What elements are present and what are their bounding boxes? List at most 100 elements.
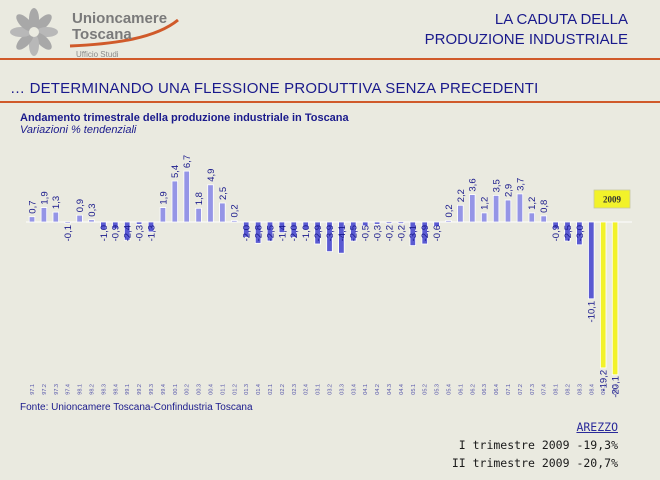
category-label-05.3: 05.3 xyxy=(435,384,441,395)
value-label-04.1: -0,5 xyxy=(361,225,372,241)
category-label-00.1: 00.1 xyxy=(173,384,179,395)
category-label-97.1: 97.1 xyxy=(30,384,36,395)
bar-01.1 xyxy=(219,202,226,223)
category-label-00.2: 00.2 xyxy=(185,384,191,395)
bar-03.2 xyxy=(326,221,333,253)
value-label-04.4: -0,2 xyxy=(396,225,407,241)
value-label-08.1: -0,9 xyxy=(551,225,562,241)
category-label-05.1: 05.1 xyxy=(411,384,417,395)
bar-98.1 xyxy=(76,214,83,223)
value-label-98.2: 0,3 xyxy=(87,203,98,216)
value-label-07.1: 2,9 xyxy=(503,184,514,197)
category-label-01.2: 01.2 xyxy=(232,384,238,395)
bar-05.1 xyxy=(409,221,416,247)
bar-06.4 xyxy=(492,195,500,223)
category-label-04.3: 04.3 xyxy=(387,384,393,395)
category-label-03.3: 03.3 xyxy=(339,384,345,395)
bar-00.2 xyxy=(183,170,190,223)
bar-99.3 xyxy=(147,221,155,233)
value-label-08.3: -3,0 xyxy=(575,225,586,241)
value-label-98.1: 0,9 xyxy=(75,199,86,212)
category-label-98.1: 98.1 xyxy=(78,384,84,395)
swoosh-logo-icon xyxy=(69,18,179,48)
value-label-05.3: -0,6 xyxy=(432,225,443,241)
category-label-99.2: 99.2 xyxy=(137,384,143,395)
category-label-02.2: 02.2 xyxy=(280,384,286,395)
arezzo-notes: AREZZO I trimestre 2009 -19,3% II trimes… xyxy=(452,418,618,472)
category-label-02.4: 02.4 xyxy=(304,384,310,395)
value-label-00.1: 5,4 xyxy=(170,165,181,178)
value-label-02.4: -1,0 xyxy=(301,225,312,241)
category-label-02.3: 02.3 xyxy=(292,384,298,395)
bar-05.3 xyxy=(433,221,440,227)
bar-01.3 xyxy=(242,221,250,238)
bar-03.4 xyxy=(350,221,357,242)
bar-04.4 xyxy=(397,221,405,224)
bar-02.2 xyxy=(278,221,286,234)
category-label-01.4: 01.4 xyxy=(256,384,262,395)
category-label-98.4: 98.4 xyxy=(113,384,119,395)
bar-03.3 xyxy=(338,221,345,254)
value-label-06.3: 1,2 xyxy=(480,197,491,210)
value-label-08.4: -10,1 xyxy=(587,301,598,323)
bar-05.2 xyxy=(421,221,428,245)
bar-05.4 xyxy=(445,220,452,223)
value-label-98.4: -0,9 xyxy=(111,225,122,241)
category-label-99.4: 99.4 xyxy=(161,384,167,395)
year-highlight-label: 2009 xyxy=(603,195,622,205)
bar-99.4 xyxy=(159,207,167,223)
value-label-01.4: -2,8 xyxy=(254,225,265,241)
bar-07.3 xyxy=(528,212,535,223)
bar-06.1 xyxy=(457,204,464,223)
bar-06.2 xyxy=(469,194,476,223)
bar-03.1 xyxy=(314,221,321,245)
value-label-07.3: 1,2 xyxy=(527,197,538,210)
page-subtitle: … DETERMINANDO UNA FLESSIONE PRODUTTIVA … xyxy=(10,80,539,97)
title-line1: LA CADUTA DELLA xyxy=(494,11,628,28)
value-label-03.3: -4,1 xyxy=(337,225,348,241)
category-label-09.2: 09.2 xyxy=(613,384,619,395)
category-label-02.1: 02.1 xyxy=(268,384,274,395)
value-label-02.1: -2,5 xyxy=(265,225,276,241)
value-label-09.1: -19,2 xyxy=(599,370,610,392)
title-line2: PRODUZIONE INDUSTRIALE xyxy=(424,31,628,48)
bar-02.1 xyxy=(266,221,274,242)
value-label-01.2: 0,2 xyxy=(230,204,241,217)
category-label-06.4: 06.4 xyxy=(494,384,500,395)
category-label-05.4: 05.4 xyxy=(447,384,453,395)
value-label-00.4: 4,9 xyxy=(206,169,217,182)
value-label-09.2: -20,1 xyxy=(611,376,622,398)
category-label-05.2: 05.2 xyxy=(423,384,429,395)
value-label-97.3: 1,3 xyxy=(51,196,62,209)
value-label-05.2: -2,9 xyxy=(420,225,431,241)
value-label-03.1: -2,9 xyxy=(313,225,324,241)
value-label-99.2: -0,3 xyxy=(135,225,146,241)
category-label-08.1: 08.1 xyxy=(554,384,560,395)
category-label-97.3: 97.3 xyxy=(54,384,60,395)
category-label-08.2: 08.2 xyxy=(566,384,572,395)
value-label-06.4: 3,5 xyxy=(492,179,503,192)
logo-line3: Ufficio Studi xyxy=(76,50,119,59)
value-label-00.2: 6,7 xyxy=(182,155,193,168)
value-label-02.2: -1,4 xyxy=(277,225,288,241)
category-label-09.1: 09.1 xyxy=(601,384,607,395)
category-label-06.1: 06.1 xyxy=(458,384,464,395)
bar-00.4 xyxy=(207,184,214,223)
value-label-99.1: -2,4 xyxy=(123,225,134,241)
flower-logo-icon xyxy=(10,8,58,56)
category-label-98.2: 98.2 xyxy=(90,384,96,395)
bar-97.4 xyxy=(64,221,71,224)
bar-98.4 xyxy=(112,221,119,230)
production-bar-chart: 0,7 97.1 1,9 97.2 1,3 97.3 -0,1 97.4 0,9 98.1 0,3 9… xyxy=(26,155,632,398)
category-label-01.3: 01.3 xyxy=(244,384,250,395)
value-label-04.2: -0,3 xyxy=(373,225,384,241)
bar-99.2 xyxy=(135,221,143,225)
value-label-04.3: -0,2 xyxy=(384,225,395,241)
bar-98.2 xyxy=(88,219,95,223)
value-label-07.2: 3,7 xyxy=(515,178,526,191)
year-highlight-badge xyxy=(593,189,631,209)
value-label-06.1: 2,2 xyxy=(456,189,467,202)
bottom-rule xyxy=(0,101,660,103)
logo-line2: Toscana xyxy=(72,26,132,43)
category-label-99.1: 99.1 xyxy=(125,384,131,395)
